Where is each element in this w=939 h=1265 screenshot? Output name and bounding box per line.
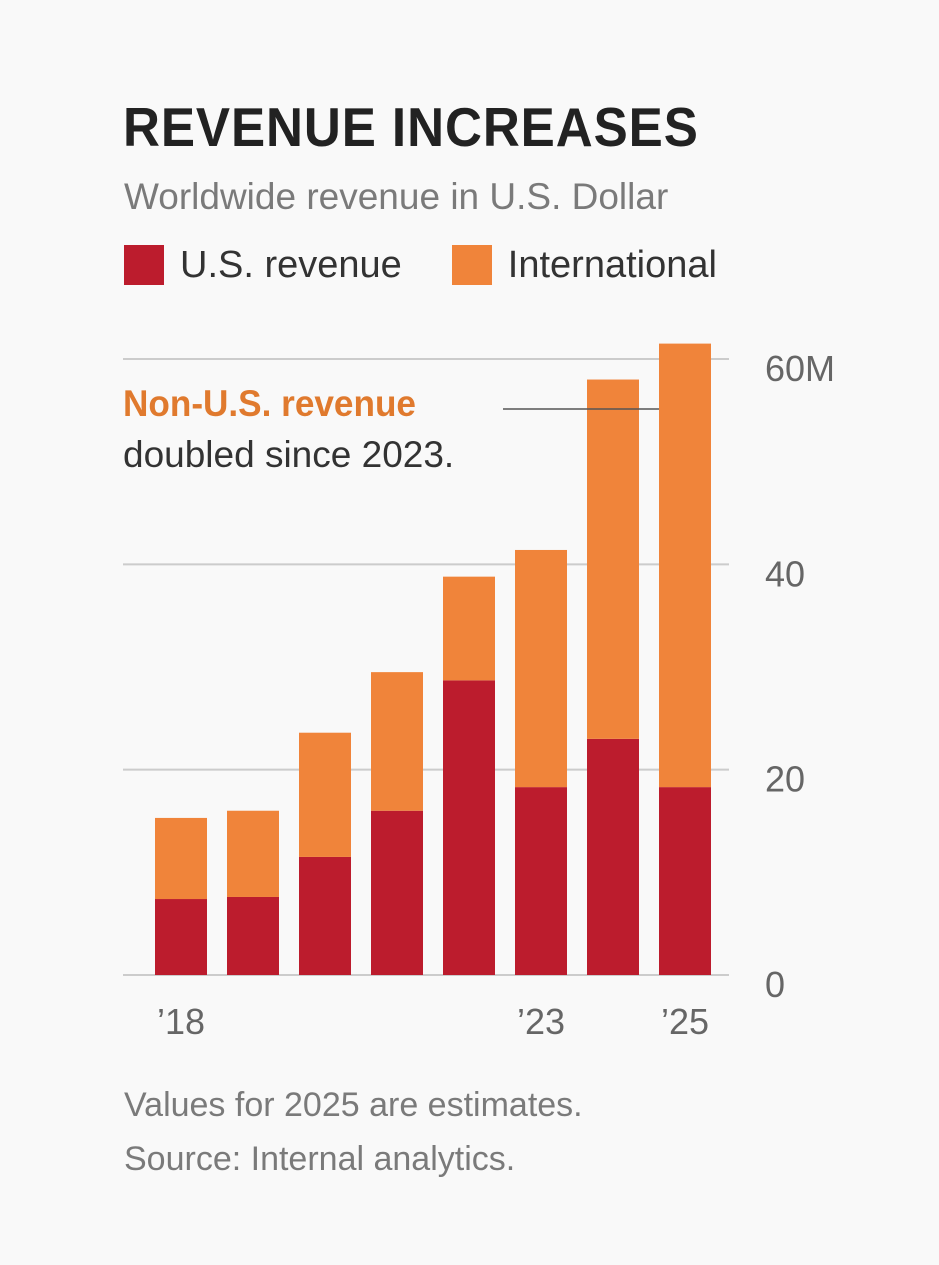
x-tick-label-2018: ’18 (157, 1001, 205, 1042)
footnote: Values for 2025 are estimates. Source: I… (124, 1078, 583, 1187)
bar-us-2018 (155, 899, 207, 975)
y-tick-label-20: 20 (765, 759, 805, 800)
bar-international-2018 (155, 817, 207, 900)
bar-international-2025 (659, 343, 711, 788)
legend: U.S. revenue International (124, 245, 767, 285)
bar-us-2023 (515, 787, 567, 975)
chart-title: REVENUE INCREASES (123, 96, 699, 158)
legend-item-us: U.S. revenue (124, 245, 402, 285)
x-tick-label-2025: ’25 (661, 1001, 709, 1042)
chart-subtitle: Worldwide revenue in U.S. Dollar (124, 176, 669, 217)
y-tick-label-40: 40 (765, 553, 805, 594)
footnote-source: Source: Internal analytics. (124, 1140, 516, 1179)
bar-international-2024 (587, 379, 639, 739)
bar-international-2020 (299, 732, 351, 857)
bar-us-2024 (587, 738, 639, 975)
x-tick-label-2023: ’23 (517, 1001, 565, 1042)
bars (155, 343, 711, 975)
legend-swatch-us (124, 245, 164, 285)
legend-label-international: International (507, 244, 717, 286)
bar-us-2022 (443, 680, 495, 975)
bar-us-2019 (227, 896, 279, 975)
annotation: Non-U.S. revenue doubled since 2023. (123, 385, 454, 473)
x-axis-ticks: ’18 ’23 ’25 (157, 1001, 709, 1042)
bar-international-2023 (515, 549, 567, 788)
annotation-highlight: Non-U.S. revenue (123, 383, 416, 424)
y-tick-label-60: 60M (765, 348, 835, 389)
bar-international-2021 (371, 672, 423, 811)
y-tick-label-0: 0 (765, 964, 785, 1005)
bar-international-2019 (227, 810, 279, 897)
bar-international-2022 (443, 576, 495, 681)
bar-us-2025 (659, 787, 711, 975)
legend-item-international: International (451, 244, 717, 286)
legend-swatch-international (451, 245, 492, 285)
bar-us-2021 (371, 810, 423, 975)
legend-label-us: U.S. revenue (180, 244, 402, 286)
annotation-text: doubled since 2023. (123, 434, 455, 475)
y-axis-ticks: 0 20 40 60M (765, 348, 835, 1005)
bar-us-2020 (299, 856, 351, 975)
footnote-estimates: Values for 2025 are estimates. (124, 1086, 583, 1124)
